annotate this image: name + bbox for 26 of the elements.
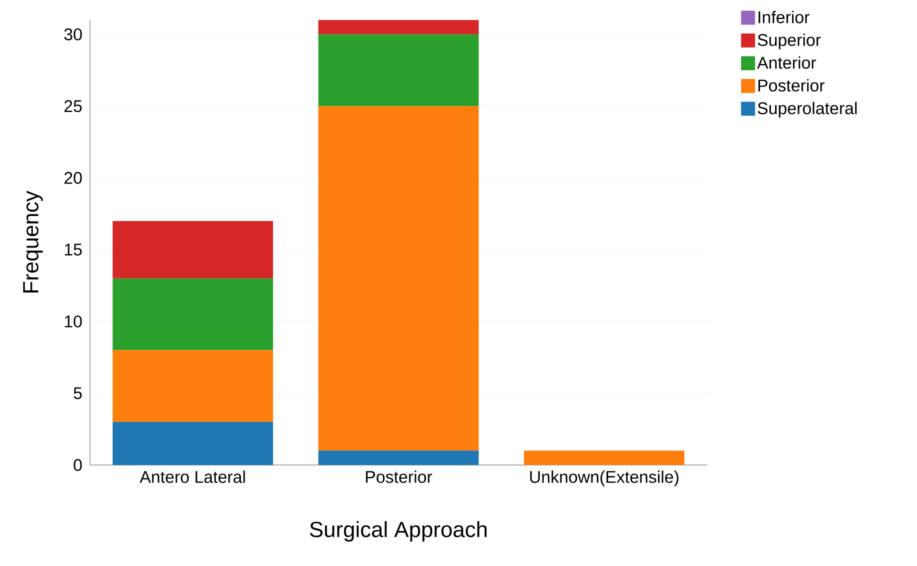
legend-label: Superior bbox=[758, 34, 821, 50]
legend-label: Inferior bbox=[758, 10, 810, 24]
x-tick-label: Posterior bbox=[366, 470, 432, 483]
bar bbox=[112, 220, 274, 278]
y-axis-title: Frequency bbox=[23, 190, 43, 292]
y-tick-label: 5 bbox=[74, 387, 82, 400]
bar bbox=[524, 450, 684, 465]
y-tick-label: 20 bbox=[64, 172, 82, 184]
bar bbox=[112, 278, 274, 350]
bar bbox=[112, 422, 274, 465]
bar bbox=[112, 350, 274, 422]
bar bbox=[318, 34, 479, 106]
bar bbox=[318, 450, 479, 465]
y-tick-label: 25 bbox=[64, 100, 82, 112]
legend-label: Anterior bbox=[757, 56, 816, 69]
bar bbox=[318, 20, 479, 34]
legend-label: Posterior bbox=[758, 79, 825, 92]
x-axis-title: Surgical Approach bbox=[310, 521, 487, 542]
y-tick-label: 10 bbox=[64, 315, 82, 328]
bar bbox=[318, 106, 479, 451]
x-tick-label: Antero Lateral bbox=[140, 470, 245, 483]
x-tick-label: Unknown(Extensile) bbox=[530, 470, 678, 486]
y-tick-label: 15 bbox=[64, 244, 82, 256]
y-tick-label: 30 bbox=[64, 28, 82, 40]
legend-label: Superolateral bbox=[758, 102, 857, 118]
y-tick-label: 0 bbox=[74, 459, 82, 471]
